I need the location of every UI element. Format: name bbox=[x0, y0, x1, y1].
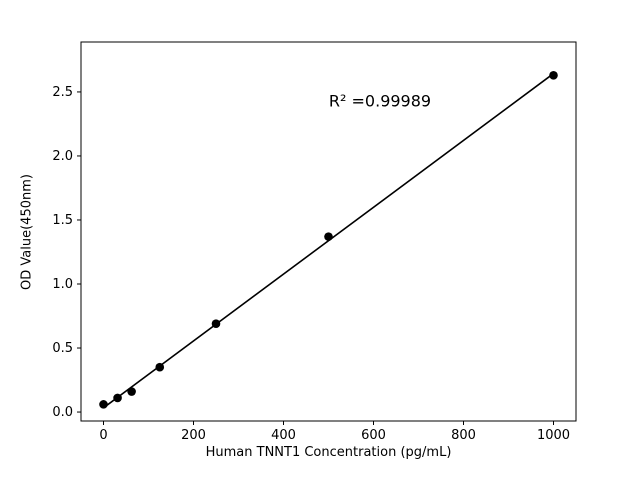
x-tick-label: 600 bbox=[361, 428, 386, 443]
data-point bbox=[211, 319, 221, 328]
data-point bbox=[549, 70, 558, 80]
x-tick-label: 800 bbox=[451, 428, 476, 443]
x-tick-label: 0 bbox=[99, 428, 107, 443]
x-tick-label: 1000 bbox=[537, 428, 570, 443]
y-tick-label: 1.5 bbox=[52, 213, 73, 228]
y-tick-label: 2.5 bbox=[52, 85, 73, 100]
y-tick-label: 0.5 bbox=[52, 341, 73, 356]
data-point bbox=[99, 400, 108, 409]
data-point bbox=[127, 387, 136, 396]
data-point bbox=[155, 362, 165, 372]
plot-border bbox=[80, 41, 577, 422]
x-tick-label: 400 bbox=[271, 428, 296, 443]
y-tick-label: 1.0 bbox=[52, 277, 73, 292]
y-axis-label: OD Value(450nm) bbox=[19, 174, 35, 290]
data-point bbox=[324, 232, 333, 241]
data-point bbox=[113, 393, 122, 403]
r-squared-annotation: R² =0.99989 bbox=[328, 91, 432, 111]
x-axis-label: Human TNNT1 Concentration (pg/mL) bbox=[205, 445, 452, 460]
y-tick-label: 0.0 bbox=[52, 405, 73, 420]
x-tick-label: 200 bbox=[181, 428, 206, 443]
y-tick-label: 2.0 bbox=[52, 149, 73, 164]
